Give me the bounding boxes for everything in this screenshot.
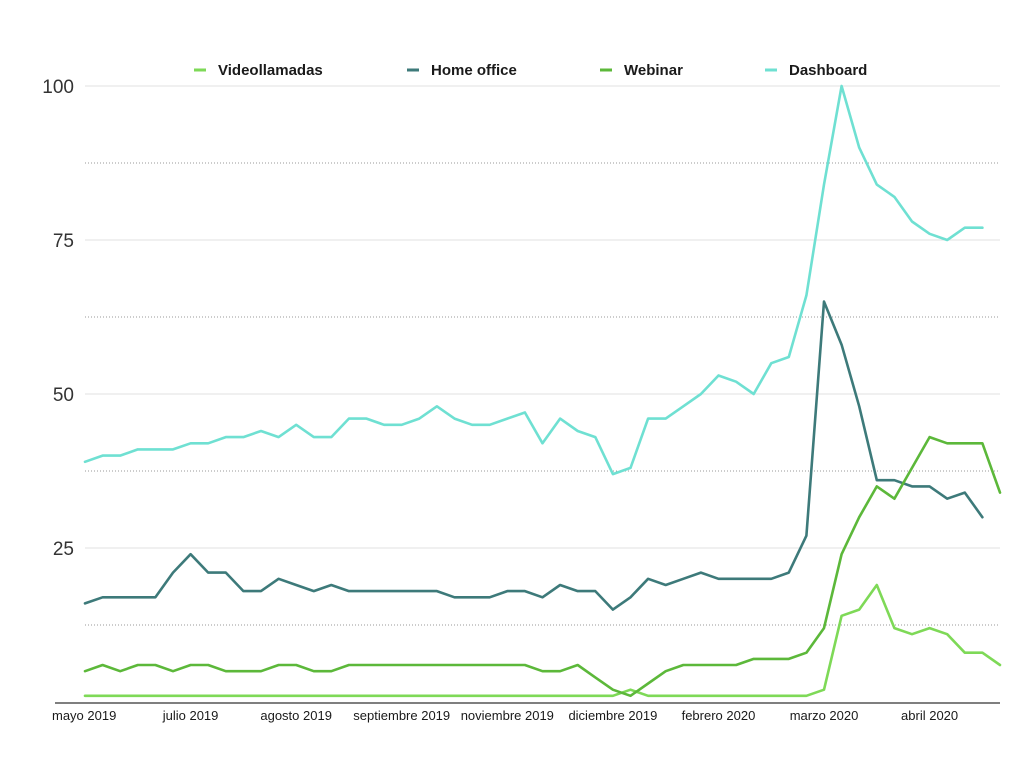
legend-label: Home office: [431, 62, 517, 79]
legend-label: Videollamadas: [218, 62, 323, 79]
x-tick-label: agosto 2019: [260, 708, 332, 723]
x-tick-label: noviembre 2019: [461, 708, 554, 723]
series-line-dashboard: [83, 84, 984, 476]
x-tick-label: diciembre 2019: [568, 708, 657, 723]
chart-grid: [55, 85, 1000, 704]
x-tick-label: febrero 2020: [682, 708, 756, 723]
y-tick-label: 25: [53, 539, 74, 560]
series-line-home-office: [83, 300, 984, 611]
chart-series: [83, 84, 1002, 698]
x-tick-label: mayo 2019: [52, 708, 116, 723]
chart-legend: Videollamadas Home office Webinar Dashboard: [194, 62, 867, 79]
series-line-videollamadas: [83, 583, 1002, 698]
legend-label: Dashboard: [789, 62, 867, 79]
y-tick-label: 100: [42, 77, 74, 98]
x-axis: mayo 2019 julio 2019 agosto 2019 septiembre…: [52, 708, 958, 723]
x-tick-label: marzo 2020: [790, 708, 859, 723]
series-line-webinar: [83, 435, 1002, 698]
x-tick-label: julio 2019: [162, 708, 219, 723]
y-axis: 25 50 75 100: [42, 77, 74, 560]
x-tick-label: abril 2020: [901, 708, 958, 723]
y-tick-label: 50: [53, 385, 74, 406]
legend-label: Webinar: [624, 62, 683, 79]
x-tick-label: septiembre 2019: [353, 708, 450, 723]
y-tick-label: 75: [53, 231, 74, 252]
